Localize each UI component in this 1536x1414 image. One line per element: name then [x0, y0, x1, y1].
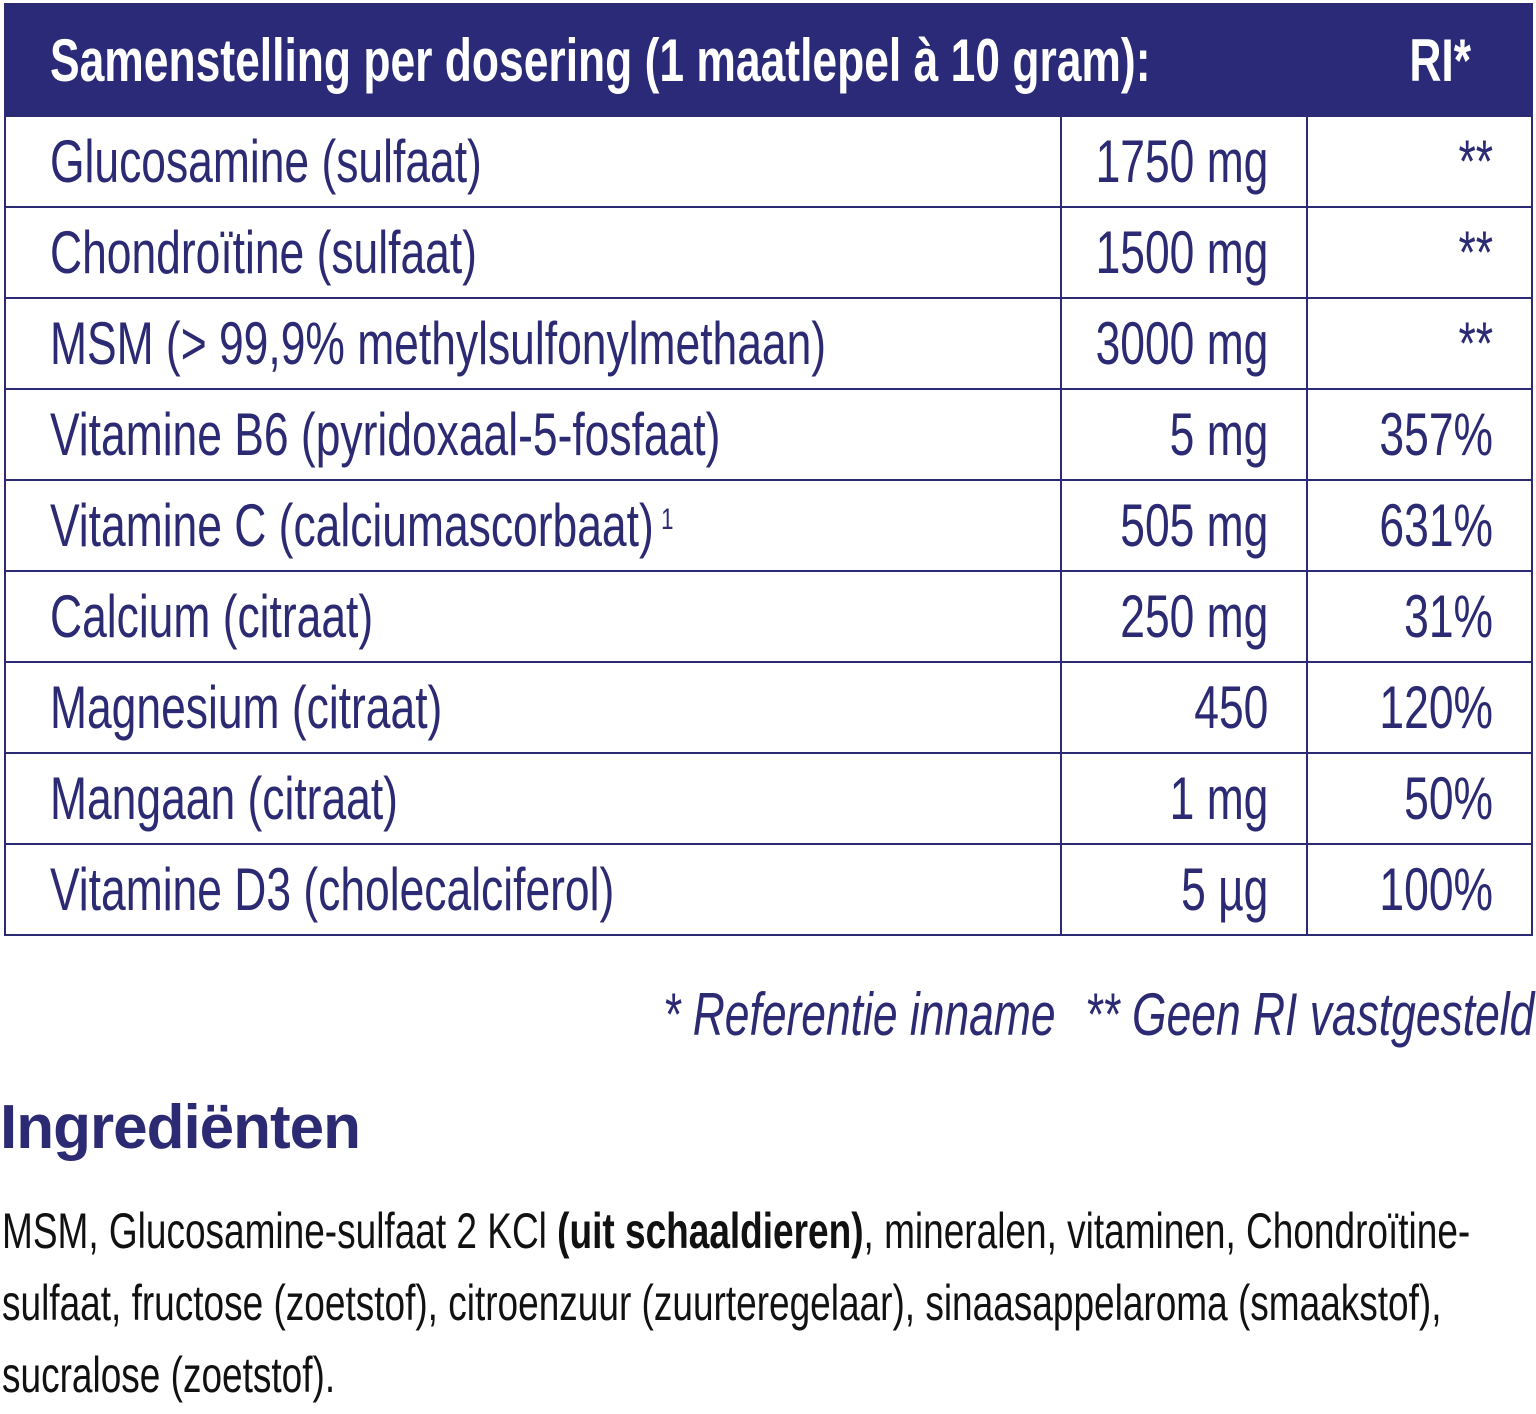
- table-header: Samenstelling per dosering (1 maatlepel …: [6, 5, 1531, 115]
- amount-value: 1750 mg: [1095, 128, 1268, 195]
- ingredients-text: MSM, Glucosamine-sulfaat 2 KCl (uit scha…: [2, 1195, 1497, 1411]
- ri-cell: **: [1306, 117, 1533, 206]
- amount-cell: 1500 mg: [1060, 208, 1308, 297]
- amount-value: 5 µg: [1180, 856, 1268, 923]
- ri-value: 120%: [1379, 674, 1493, 741]
- table-row: Glucosamine (sulfaat) 1750 mg **: [6, 115, 1531, 206]
- nutrient-name: Chondroïtine (sulfaat): [50, 219, 477, 286]
- nutrient-cell: Vitamine D3 (cholecalciferol): [6, 845, 1060, 934]
- amount-cell: 1 mg: [1060, 754, 1308, 843]
- amount-value: 1500 mg: [1095, 219, 1268, 286]
- amount-value: 450: [1193, 674, 1268, 741]
- amount-value: 250 mg: [1119, 583, 1268, 650]
- ingredients-heading: Ingrediënten: [0, 1093, 361, 1162]
- ri-cell: 100%: [1306, 845, 1533, 934]
- amount-cell: 5 mg: [1060, 390, 1308, 479]
- ri-cell: 631%: [1306, 481, 1533, 570]
- nutrient-name: Glucosamine (sulfaat): [50, 128, 482, 195]
- nutrient-cell: Vitamine B6 (pyridoxaal-5-fosfaat): [6, 390, 1060, 479]
- amount-cell: 505 mg: [1060, 481, 1308, 570]
- header-ri: RI*: [1409, 26, 1471, 94]
- ingredients-part: MSM, Glucosamine-sulfaat 2 KCl: [2, 1203, 558, 1259]
- table-row: Vitamine D3 (cholecalciferol) 5 µg 100%: [6, 843, 1531, 934]
- nutrient-cell: MSM (> 99,9% methylsulfonylmethaan): [6, 299, 1060, 388]
- amount-value: 5 mg: [1169, 401, 1268, 468]
- nutrient-name: Vitamine B6 (pyridoxaal-5-fosfaat): [50, 401, 721, 468]
- footnotes: * Referentie inname ** Geen RI vastgestel…: [633, 980, 1534, 1049]
- amount-value: 1 mg: [1169, 765, 1268, 832]
- nutrient-name: Vitamine C (calciumascorbaat): [50, 492, 654, 559]
- nutrition-table: Samenstelling per dosering (1 maatlepel …: [4, 3, 1533, 936]
- nutrient-cell: Chondroïtine (sulfaat): [6, 208, 1060, 297]
- allergen-note: (uit schaaldieren): [557, 1203, 864, 1259]
- ri-value: **: [1458, 310, 1493, 377]
- table-row: Calcium (citraat) 250 mg 31%: [6, 570, 1531, 661]
- ri-value: 357%: [1379, 401, 1493, 468]
- nutrient-cell: Calcium (citraat): [6, 572, 1060, 661]
- table-row: Vitamine C (calciumascorbaat) 1 505 mg 631%: [6, 479, 1531, 570]
- ri-value: 631%: [1379, 492, 1493, 559]
- amount-cell: 3000 mg: [1060, 299, 1308, 388]
- amount-cell: 1750 mg: [1060, 117, 1308, 206]
- footnote-no-ri: ** Geen RI vastgesteld: [1084, 981, 1534, 1048]
- nutrient-name: Calcium (citraat): [50, 583, 374, 650]
- amount-cell: 250 mg: [1060, 572, 1308, 661]
- amount-cell: 5 µg: [1060, 845, 1308, 934]
- ri-cell: 357%: [1306, 390, 1533, 479]
- ri-cell: 50%: [1306, 754, 1533, 843]
- footnote-marker: 1: [661, 502, 674, 536]
- ri-value: **: [1458, 219, 1493, 286]
- amount-cell: 450: [1060, 663, 1308, 752]
- ri-value: **: [1458, 128, 1493, 195]
- nutrient-cell: Mangaan (citraat): [6, 754, 1060, 843]
- table-row: Magnesium (citraat) 450 120%: [6, 661, 1531, 752]
- table-row: Vitamine B6 (pyridoxaal-5-fosfaat) 5 mg 35…: [6, 388, 1531, 479]
- nutrient-name: Vitamine D3 (cholecalciferol): [50, 856, 615, 923]
- ri-cell: **: [1306, 208, 1533, 297]
- ri-cell: 120%: [1306, 663, 1533, 752]
- nutrient-name: MSM (> 99,9% methylsulfonylmethaan): [50, 310, 827, 377]
- ingredients-part: , mineralen, vitaminen, Chondroïtine-sul…: [2, 1203, 1471, 1403]
- ri-value: 31%: [1404, 583, 1493, 650]
- nutrient-name: Mangaan (citraat): [50, 765, 398, 832]
- footnote-ri: * Referentie inname: [662, 981, 1056, 1048]
- table-row: MSM (> 99,9% methylsulfonylmethaan) 3000 …: [6, 297, 1531, 388]
- nutrient-cell: Vitamine C (calciumascorbaat) 1: [6, 481, 1060, 570]
- header-title: Samenstelling per dosering (1 maatlepel …: [50, 26, 1151, 94]
- table-row: Chondroïtine (sulfaat) 1500 mg **: [6, 206, 1531, 297]
- nutrient-cell: Magnesium (citraat): [6, 663, 1060, 752]
- nutrient-name: Magnesium (citraat): [50, 674, 443, 741]
- nutrient-cell: Glucosamine (sulfaat): [6, 117, 1060, 206]
- ri-cell: **: [1306, 299, 1533, 388]
- ri-value: 50%: [1404, 765, 1493, 832]
- table-row: Mangaan (citraat) 1 mg 50%: [6, 752, 1531, 843]
- amount-value: 3000 mg: [1095, 310, 1268, 377]
- ri-cell: 31%: [1306, 572, 1533, 661]
- amount-value: 505 mg: [1119, 492, 1268, 559]
- ri-value: 100%: [1379, 856, 1493, 923]
